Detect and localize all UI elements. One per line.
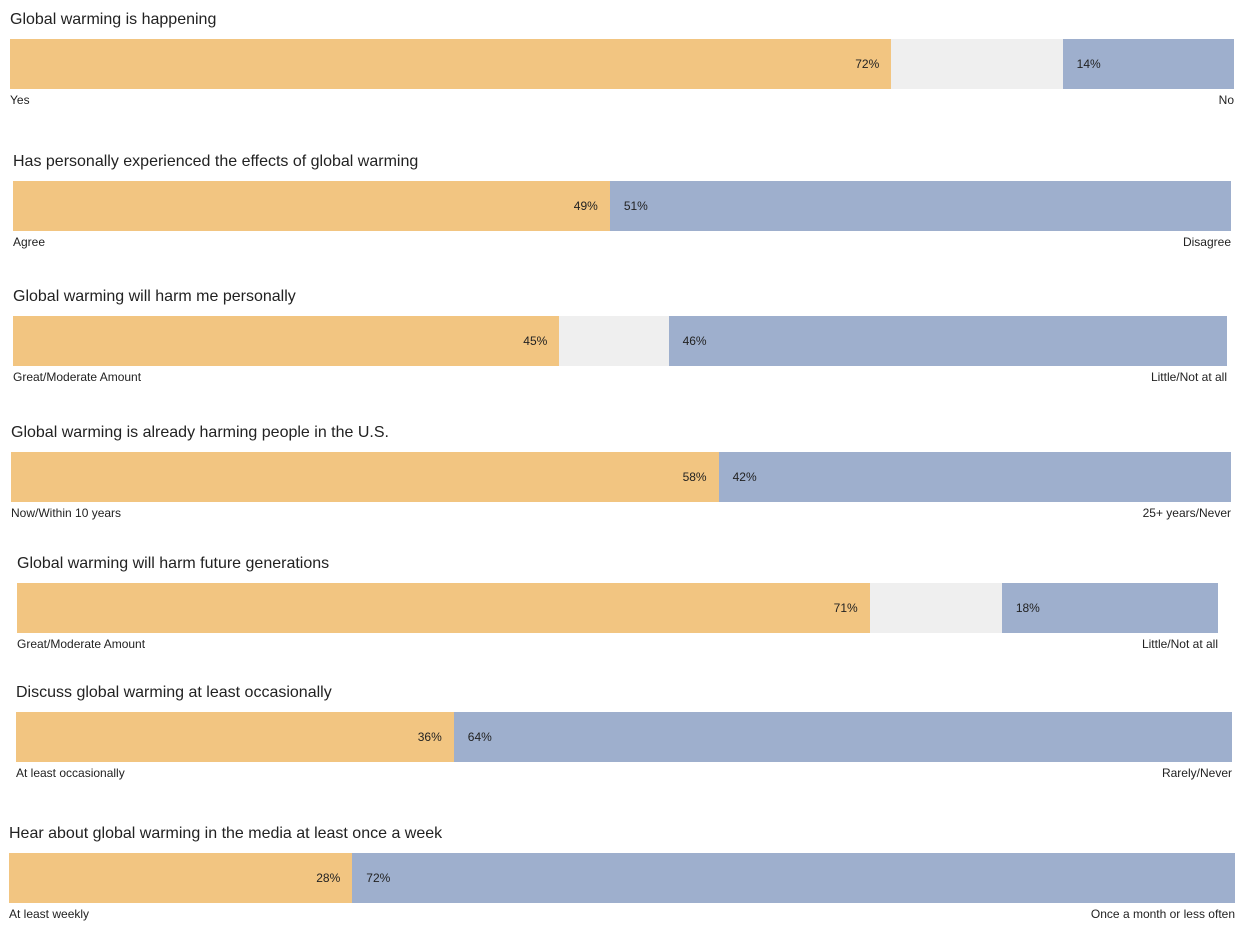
data-label-left: 72% — [855, 57, 880, 71]
category-label-right: Rarely/Never — [1161, 766, 1232, 780]
data-label-left: 36% — [417, 730, 442, 744]
bar-track: 71% 18% — [17, 583, 1218, 633]
chart-row: Hear about global warming in the media a… — [9, 825, 1235, 925]
data-label-left: 71% — [833, 601, 858, 615]
bar-segment-right: 72% — [352, 853, 1235, 903]
data-label-right: 42% — [732, 470, 757, 484]
data-label-left: 45% — [523, 334, 548, 348]
bar-track: 58% 42% — [11, 452, 1231, 502]
bar-segment-right: 46% — [668, 316, 1227, 366]
data-label-right: 18% — [1015, 601, 1040, 615]
row-title: Hear about global warming in the media a… — [9, 825, 443, 842]
bar-track: 36% 64% — [16, 712, 1232, 762]
bar-track: 28% 72% — [9, 853, 1235, 903]
category-label-left: At least weekly — [9, 907, 90, 921]
data-label-right: 46% — [682, 334, 707, 348]
chart-row: Has personally experienced the effects o… — [13, 153, 1231, 253]
bar-segment-left: 71% — [17, 583, 870, 633]
bar-segment-right: 14% — [1062, 39, 1234, 89]
category-label-left: Agree — [13, 235, 46, 249]
row-title: Global warming is already harming people… — [11, 424, 389, 441]
category-label-left: Now/Within 10 years — [11, 506, 122, 520]
bar-segment-right: 51% — [609, 181, 1231, 231]
category-label-left: At least occasionally — [16, 766, 125, 780]
bar-segment-right: 18% — [1001, 583, 1218, 633]
category-label-left: Great/Moderate Amount — [17, 637, 146, 651]
bar-track: 72% 14% — [10, 39, 1234, 89]
data-label-left: 28% — [316, 871, 341, 885]
bar-segment-left: 58% — [11, 452, 719, 502]
chart-row: Global warming will harm me personally 45… — [13, 288, 1227, 388]
row-title: Has personally experienced the effects o… — [13, 153, 419, 170]
chart-row: Global warming is already harming people… — [11, 424, 1231, 524]
category-label-right: Little/Not at all — [1141, 637, 1218, 651]
data-label-right: 72% — [366, 871, 391, 885]
category-label-right: Little/Not at all — [1150, 370, 1227, 384]
row-title: Global warming will harm future generati… — [17, 555, 330, 572]
bar-segment-right: 64% — [453, 712, 1232, 762]
bar-segment-left: 36% — [16, 712, 454, 762]
bar-segment-left: 49% — [13, 181, 610, 231]
category-label-left: Great/Moderate Amount — [13, 370, 142, 384]
chart-row: Global warming will harm future generati… — [17, 555, 1218, 655]
row-title: Global warming is happening — [10, 11, 217, 28]
category-label-left: Yes — [10, 93, 30, 107]
bar-segment-left: 45% — [13, 316, 560, 366]
chart-row: Discuss global warming at least occasion… — [16, 684, 1232, 784]
bar-segment-left: 28% — [9, 853, 353, 903]
data-label-left: 49% — [573, 199, 598, 213]
bar-segment-left: 72% — [10, 39, 892, 89]
bar-track: 45% 46% — [13, 316, 1227, 366]
row-title: Discuss global warming at least occasion… — [16, 684, 332, 701]
category-label-right: Disagree — [1182, 235, 1231, 249]
category-label-right: No — [1218, 93, 1234, 107]
chart-row: Global warming is happening 72% 14% Yes No — [10, 11, 1234, 111]
bar-segment-right: 42% — [718, 452, 1231, 502]
row-title: Global warming will harm me personally — [13, 288, 296, 305]
category-label-right: Once a month or less often — [1090, 907, 1235, 921]
data-label-right: 14% — [1076, 57, 1101, 71]
category-label-right: 25+ years/Never — [1142, 506, 1231, 520]
bar-track: 49% 51% — [13, 181, 1231, 231]
data-label-right: 64% — [467, 730, 492, 744]
data-label-right: 51% — [623, 199, 648, 213]
data-label-left: 58% — [682, 470, 707, 484]
